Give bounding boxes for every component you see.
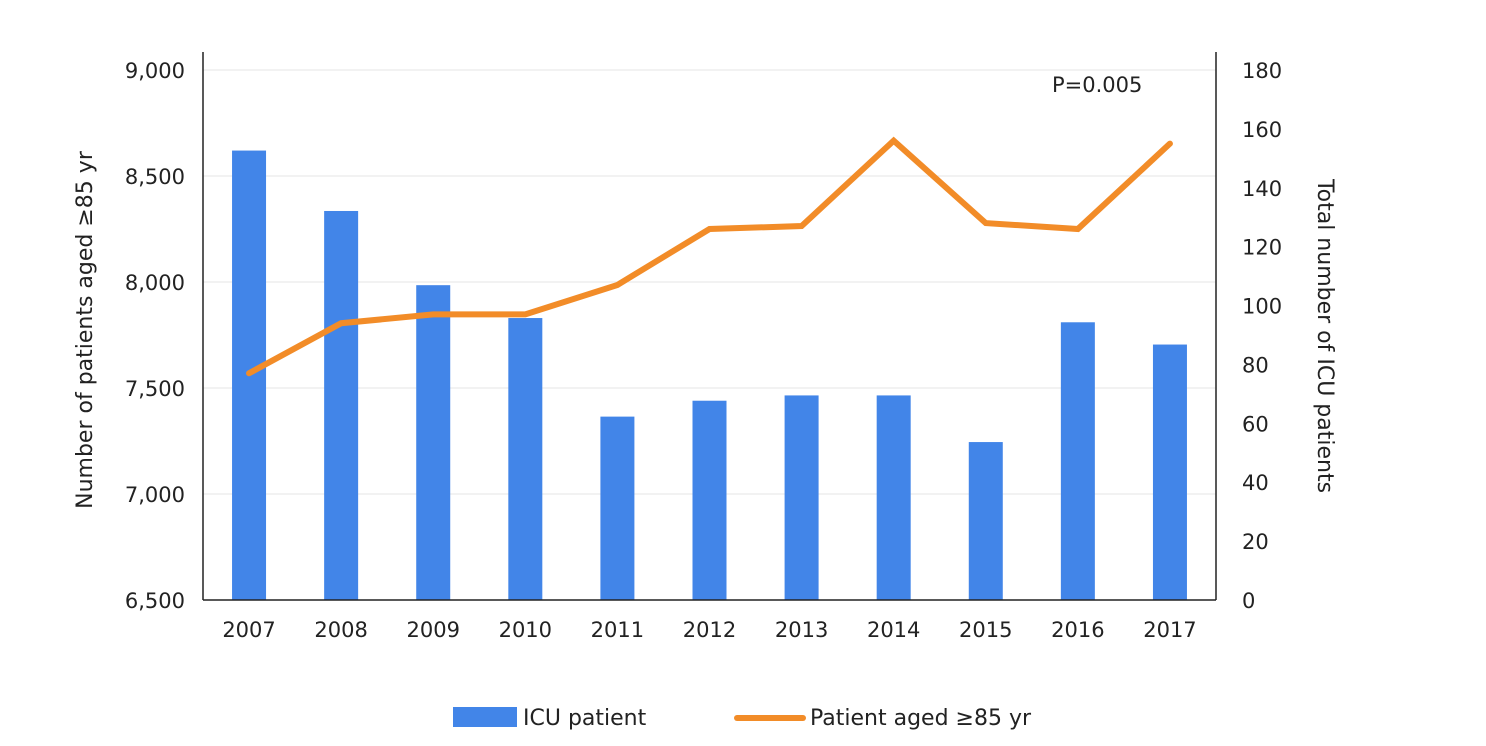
left-y-tick-label: 8,000 — [125, 271, 185, 295]
line-point — [709, 228, 710, 230]
left-y-tick-label: 7,500 — [125, 377, 185, 401]
left-y-tick-label: 9,000 — [125, 59, 185, 83]
line-point — [432, 313, 434, 315]
line-point — [524, 313, 526, 315]
line-point — [801, 225, 803, 227]
x-tick-labels: 2007 2008 2009 2010 2011 2012 2013 2014 2015 2016… — [222, 618, 1196, 642]
bar — [1152, 344, 1187, 600]
left-y-tick-label: 8,500 — [125, 165, 185, 189]
right-y-tick-label: 80 — [1242, 353, 1269, 377]
left-axis-title: Number of patients aged ≥85 yr — [73, 150, 98, 509]
bar — [416, 285, 451, 600]
bar — [508, 318, 543, 600]
line-point — [1077, 228, 1079, 230]
bar-series-icu-patient — [232, 150, 1187, 601]
x-tick-label: 2013 — [775, 618, 828, 642]
line-point — [893, 140, 895, 142]
x-tick-label: 2017 — [1143, 618, 1196, 642]
right-y-tick-label: 40 — [1242, 471, 1269, 495]
legend: ICU patient Patient aged ≥85 yr — [453, 706, 1032, 731]
x-tick-label: 2009 — [407, 618, 460, 642]
right-y-tick-label: 140 — [1242, 177, 1282, 201]
x-tick-label: 2015 — [959, 618, 1012, 642]
right-y-tick-label: 20 — [1242, 530, 1269, 554]
line-point — [248, 372, 250, 374]
bar — [600, 416, 635, 600]
left-y-tick-label: 7,000 — [125, 483, 185, 507]
right-axis-title: Total number of ICU patients — [1312, 178, 1337, 493]
bar — [692, 400, 727, 600]
left-y-tick-label: 6,500 — [125, 589, 185, 613]
line-point — [616, 284, 618, 286]
line-point — [340, 322, 342, 324]
x-tick-label: 2007 — [222, 618, 275, 642]
p-value-annotation: P=0.005 — [1052, 73, 1142, 97]
x-tick-label: 2008 — [314, 618, 367, 642]
bar — [1060, 322, 1095, 600]
x-tick-label: 2011 — [591, 618, 644, 642]
x-tick-label: 2010 — [499, 618, 552, 642]
x-tick-label: 2014 — [867, 618, 920, 642]
left-y-tick-labels: 6,500 7,000 7,500 8,000 8,500 9,000 — [125, 59, 185, 613]
x-tick-label: 2016 — [1051, 618, 1104, 642]
legend-swatch-icu-patient — [453, 707, 517, 727]
axes — [202, 52, 1217, 601]
right-y-tick-labels: 0 20 40 60 80 100 120 140 160 180 — [1242, 59, 1282, 613]
legend-label-aged-85: Patient aged ≥85 yr — [810, 706, 1032, 731]
bar — [876, 395, 911, 600]
bar — [324, 210, 359, 601]
right-y-tick-label: 60 — [1242, 412, 1269, 436]
right-y-tick-label: 120 — [1242, 236, 1282, 260]
right-y-tick-label: 100 — [1242, 295, 1282, 319]
right-y-tick-label: 160 — [1242, 118, 1282, 142]
bar — [968, 442, 1003, 600]
line-series-aged-85 — [246, 136, 1173, 377]
right-y-tick-label: 180 — [1242, 59, 1282, 83]
line-point — [985, 222, 987, 224]
line-point — [1169, 143, 1171, 145]
x-tick-label: 2012 — [683, 618, 736, 642]
right-y-tick-label: 0 — [1242, 589, 1255, 613]
legend-label-icu-patient: ICU patient — [523, 706, 647, 731]
bar — [784, 395, 819, 600]
